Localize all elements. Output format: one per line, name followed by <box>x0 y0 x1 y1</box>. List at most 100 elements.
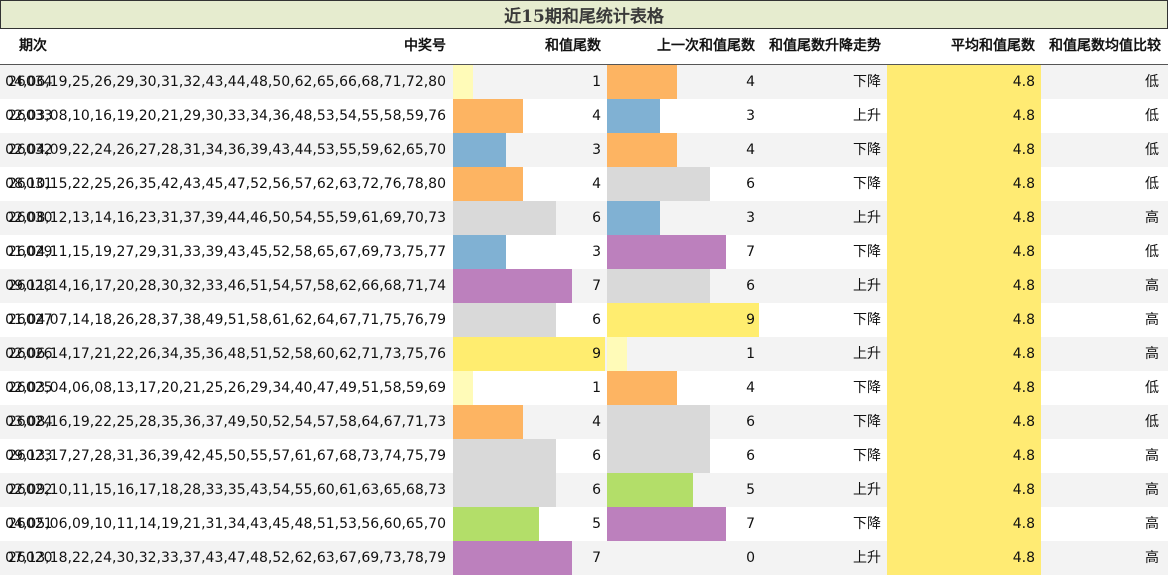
period-cell: 26027 <box>8 312 53 328</box>
trend-cell: 下降 <box>853 74 881 90</box>
period-cell: 26021 <box>8 516 53 532</box>
avg-highlight <box>887 99 1041 133</box>
prev-sum-tail-bar <box>607 507 726 541</box>
numbers-cell: 01,04,07,14,18,26,28,37,38,49,51,58,61,6… <box>5 312 446 328</box>
avg-cell: 4.8 <box>1012 142 1035 158</box>
avg-cell: 4.8 <box>1012 414 1035 430</box>
prev-sum-tail-bar <box>607 235 726 269</box>
numbers-cell: 02,04,09,22,24,26,27,28,31,34,36,39,43,4… <box>5 142 446 158</box>
compare-cell: 高 <box>1145 210 1159 226</box>
period-cell: 26030 <box>8 210 53 226</box>
avg-highlight <box>887 439 1041 473</box>
period-cell: 26034 <box>8 74 53 90</box>
header-row: 期次 中奖号 和值尾数 上一次和值尾数 和值尾数升降走势 平均和值尾数 和值尾数… <box>0 29 1168 65</box>
sum-tail-bar <box>453 541 572 575</box>
period-cell: 26022 <box>8 482 53 498</box>
table-row: 26028 09,11,14,16,17,20,28,30,32,33,46,51… <box>0 269 1168 303</box>
trend-cell: 上升 <box>853 482 881 498</box>
prev-sum-tail-bar <box>607 439 710 473</box>
stats-table: 期次 中奖号 和值尾数 上一次和值尾数 和值尾数升降走势 平均和值尾数 和值尾数… <box>0 29 1168 575</box>
avg-cell: 4.8 <box>1012 380 1035 396</box>
numbers-cell: 02,03,08,10,16,19,20,21,29,30,33,34,36,4… <box>5 108 446 124</box>
prev-sum-tail-cell: 3 <box>746 210 755 226</box>
avg-highlight <box>887 541 1041 575</box>
prev-sum-tail-bar <box>607 337 627 371</box>
avg-highlight <box>887 303 1041 337</box>
prev-sum-tail-bar <box>607 371 677 405</box>
period-cell: 26029 <box>8 244 53 260</box>
sum-tail-cell: 6 <box>592 448 601 464</box>
sum-tail-cell: 3 <box>592 244 601 260</box>
trend-cell: 下降 <box>853 516 881 532</box>
avg-cell: 4.8 <box>1012 448 1035 464</box>
compare-cell: 低 <box>1145 380 1159 396</box>
sum-tail-bar <box>453 65 473 99</box>
compare-cell: 低 <box>1145 244 1159 260</box>
trend-cell: 下降 <box>853 380 881 396</box>
numbers-cell: 07,13,18,22,24,30,32,33,37,43,47,48,52,6… <box>5 550 446 566</box>
sum-tail-cell: 9 <box>592 346 601 362</box>
table-row: 26032 02,04,09,22,24,26,27,28,31,34,36,39… <box>0 133 1168 167</box>
sum-tail-bar <box>453 99 523 133</box>
avg-highlight <box>887 337 1041 371</box>
avg-highlight <box>887 473 1041 507</box>
avg-highlight <box>887 167 1041 201</box>
trend-cell: 上升 <box>853 550 881 566</box>
trend-cell: 下降 <box>853 244 881 260</box>
period-cell: 26026 <box>8 346 53 362</box>
header-avg-sum-tail: 平均和值尾数 <box>951 38 1035 54</box>
prev-sum-tail-bar <box>607 269 710 303</box>
prev-sum-tail-cell: 4 <box>746 142 755 158</box>
compare-cell: 高 <box>1145 448 1159 464</box>
trend-cell: 上升 <box>853 346 881 362</box>
prev-sum-tail-cell: 5 <box>746 482 755 498</box>
avg-cell: 4.8 <box>1012 210 1035 226</box>
table-title: 近15期和尾统计表格 <box>0 0 1168 29</box>
header-sum-tail: 和值尾数 <box>545 38 601 54</box>
compare-cell: 高 <box>1145 482 1159 498</box>
period-cell: 26025 <box>8 380 53 396</box>
sum-tail-cell: 7 <box>592 550 601 566</box>
sum-tail-cell: 4 <box>592 176 601 192</box>
table-row: 26030 02,08,12,13,14,16,23,31,37,39,44,46… <box>0 201 1168 235</box>
trend-cell: 上升 <box>853 210 881 226</box>
sum-tail-cell: 6 <box>592 312 601 328</box>
avg-cell: 4.8 <box>1012 482 1035 498</box>
sum-tail-cell: 3 <box>592 142 601 158</box>
header-compare: 和值尾数均值比较 <box>1049 38 1161 54</box>
trend-cell: 下降 <box>853 312 881 328</box>
compare-cell: 高 <box>1145 312 1159 328</box>
compare-cell: 低 <box>1145 74 1159 90</box>
numbers-cell: 08,10,15,22,25,26,35,42,43,45,47,52,56,5… <box>5 176 446 192</box>
table-row: 26031 08,10,15,22,25,26,35,42,43,45,47,52… <box>0 167 1168 201</box>
sum-tail-cell: 5 <box>592 516 601 532</box>
table-row: 26022 02,09,10,11,15,16,17,18,28,33,35,43… <box>0 473 1168 507</box>
sum-tail-bar <box>453 303 556 337</box>
prev-sum-tail-bar <box>607 303 759 337</box>
sum-tail-cell: 6 <box>592 210 601 226</box>
avg-highlight <box>887 235 1041 269</box>
avg-cell: 4.8 <box>1012 550 1035 566</box>
header-period: 期次 <box>19 38 47 54</box>
sum-tail-bar <box>453 473 556 507</box>
avg-cell: 4.8 <box>1012 516 1035 532</box>
sum-tail-bar <box>453 337 605 371</box>
sum-tail-bar <box>453 167 523 201</box>
avg-cell: 4.8 <box>1012 346 1035 362</box>
sum-tail-bar <box>453 405 523 439</box>
trend-cell: 下降 <box>853 414 881 430</box>
header-numbers: 中奖号 <box>404 38 446 54</box>
compare-cell: 低 <box>1145 108 1159 124</box>
period-cell: 26028 <box>8 278 53 294</box>
avg-highlight <box>887 65 1041 99</box>
header-prev-sum-tail: 上一次和值尾数 <box>657 38 755 54</box>
prev-sum-tail-cell: 1 <box>746 346 755 362</box>
compare-cell: 高 <box>1145 278 1159 294</box>
prev-sum-tail-bar <box>607 201 660 235</box>
prev-sum-tail-cell: 6 <box>746 414 755 430</box>
period-cell: 26020 <box>8 550 53 566</box>
numbers-cell: 01,04,11,15,19,27,29,31,33,39,43,45,52,5… <box>5 244 446 260</box>
prev-sum-tail-bar <box>607 405 710 439</box>
sum-tail-bar <box>453 269 572 303</box>
table-row: 26029 01,04,11,15,19,27,29,31,33,39,43,45… <box>0 235 1168 269</box>
